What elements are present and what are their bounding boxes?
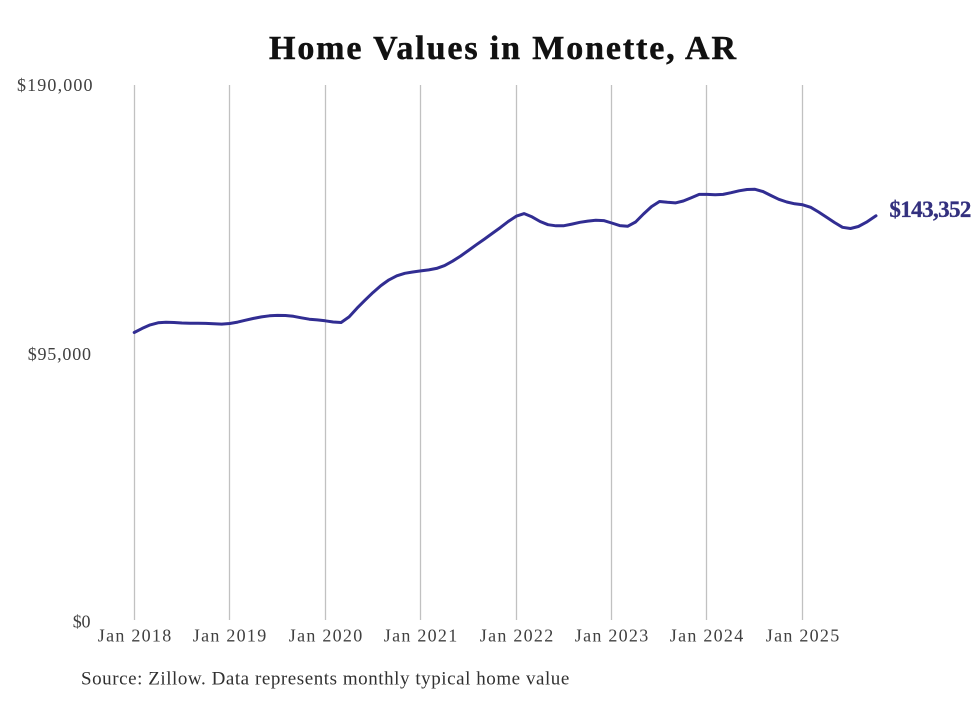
svg-text:Jan 2019: Jan 2019 [193,626,266,646]
svg-text:Jan 2020: Jan 2020 [289,626,362,646]
svg-text:Jan 2024: Jan 2024 [670,626,743,646]
svg-text:Jan 2022: Jan 2022 [480,626,553,646]
svg-text:$190,000: $190,000 [17,75,93,95]
svg-text:Jan 2021: Jan 2021 [384,626,457,646]
svg-text:$143,352: $143,352 [889,197,971,222]
svg-text:Jan 2018: Jan 2018 [98,626,171,646]
svg-text:$95,000: $95,000 [28,344,91,364]
svg-text:Jan 2023: Jan 2023 [575,626,648,646]
svg-text:Jan 2025: Jan 2025 [766,626,839,646]
svg-text:$0: $0 [73,612,91,632]
svg-text:Home Values in Monette, AR: Home Values in Monette, AR [269,30,736,67]
svg-text:Source: Zillow. Data represent: Source: Zillow. Data represents monthly … [81,669,569,690]
